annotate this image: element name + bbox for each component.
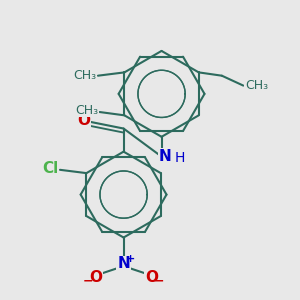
Text: N: N	[117, 256, 130, 272]
Text: +: +	[126, 254, 136, 264]
Text: CH₃: CH₃	[75, 104, 98, 117]
Text: H: H	[175, 151, 185, 165]
Text: CH₃: CH₃	[245, 79, 268, 92]
Text: −: −	[154, 274, 164, 288]
Text: Cl: Cl	[42, 161, 58, 176]
Text: −: −	[83, 274, 94, 288]
Text: O: O	[77, 113, 90, 128]
Text: O: O	[145, 270, 158, 285]
Text: O: O	[89, 270, 102, 285]
Text: CH₃: CH₃	[73, 68, 96, 82]
Text: N: N	[158, 149, 171, 164]
